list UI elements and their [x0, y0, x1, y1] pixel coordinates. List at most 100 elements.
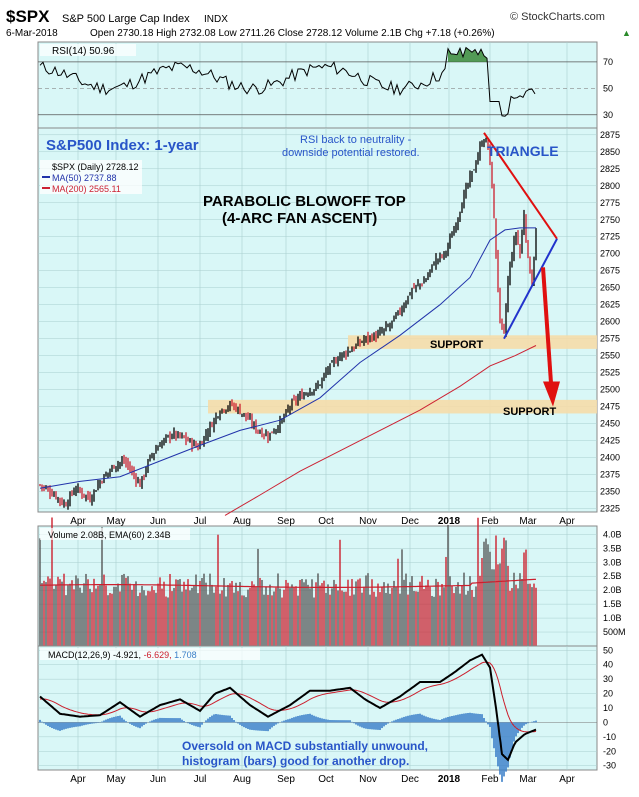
macd-histogram-bar: [475, 713, 477, 723]
macd-histogram-bar: [531, 721, 533, 723]
volume-bar: [249, 587, 251, 646]
macd-histogram-bar: [397, 719, 399, 723]
volume-bar: [211, 584, 213, 646]
volume-bar: [505, 540, 507, 646]
rsi-panel-background: [37, 41, 598, 129]
x-tick-label: Dec: [401, 774, 419, 785]
volume-bar: [483, 541, 485, 646]
macd-histogram-bar: [255, 722, 257, 731]
volume-bar: [353, 594, 355, 646]
volume-bar: [149, 591, 151, 646]
volume-bar: [137, 596, 139, 646]
macd-histogram-bar: [415, 714, 417, 723]
macd-histogram-bar: [131, 722, 133, 725]
date-label: 6-Mar-2018: [6, 28, 58, 39]
volume-bar: [175, 579, 177, 646]
volume-bar: [127, 576, 129, 646]
macd-histogram-bar: [169, 718, 171, 723]
volume-bar: [343, 591, 345, 646]
macd-histogram-bar: [507, 722, 509, 768]
volume-bar: [379, 592, 381, 646]
macd-histogram-bar: [399, 718, 401, 723]
macd-histogram-bar: [199, 722, 201, 728]
macd-histogram-bar: [505, 722, 507, 772]
annotation-triangle: TRIANGLE: [487, 143, 559, 159]
macd-legend-values: MACD(12,26,9) -4.921,: [48, 650, 141, 660]
macd-histogram-bar: [233, 720, 235, 723]
macd-histogram-bar: [101, 721, 103, 723]
volume-bar: [93, 578, 95, 646]
price-legend-box: [40, 160, 142, 194]
volume-bar: [109, 593, 111, 646]
macd-histogram-bar: [111, 717, 113, 723]
volume-bar: [87, 579, 89, 646]
volume-bar: [531, 587, 533, 646]
macd-histogram-bar: [267, 722, 269, 732]
macd-histogram-bar: [103, 720, 105, 723]
volume-bar: [183, 581, 185, 646]
volume-bar: [217, 534, 219, 646]
volume-bar: [431, 595, 433, 646]
volume-bar: [193, 586, 195, 646]
macd-histogram-bar: [437, 719, 439, 723]
volume-bar: [99, 585, 101, 646]
macd-histogram-bar: [253, 722, 255, 731]
volume-bar: [465, 594, 467, 646]
volume-bar: [377, 583, 379, 646]
annotation-title: S&P500 Index: 1-year: [46, 137, 199, 154]
macd-histogram-bar: [367, 722, 369, 729]
macd-histogram-bar: [93, 722, 95, 724]
macd-histogram-bar: [211, 715, 213, 723]
macd-histogram-bar: [223, 715, 225, 723]
y-tick-label: 2600: [600, 317, 620, 327]
macd-histogram-bar: [107, 718, 109, 723]
y-tick-label: 2400: [600, 453, 620, 463]
macd-histogram-bar: [165, 718, 167, 723]
macd-histogram-bar: [515, 722, 517, 737]
volume-bar: [435, 578, 437, 646]
volume-bar: [243, 595, 245, 646]
macd-histogram-bar: [499, 722, 501, 775]
volume-bar: [271, 595, 273, 646]
macd-histogram-bar: [509, 722, 511, 758]
macd-histogram-bar: [521, 722, 523, 728]
macd-histogram-bar: [479, 713, 481, 723]
volume-bar: [235, 582, 237, 646]
volume-tick-label: 1.0B: [603, 613, 622, 623]
volume-ema-line: [40, 578, 537, 588]
macd-histogram-bar: [63, 722, 65, 730]
volume-bar: [91, 592, 93, 646]
macd-histogram-bar: [217, 714, 219, 723]
macd-histogram-bar: [483, 718, 485, 723]
macd-histogram-bar: [319, 717, 321, 723]
macd-histogram-bar: [409, 715, 411, 723]
volume-bar: [255, 587, 257, 646]
macd-histogram-bar: [43, 722, 45, 724]
macd-histogram-bar: [51, 722, 53, 729]
x-tick-label: Aug: [233, 516, 251, 527]
volume-bar: [205, 582, 207, 646]
volume-bar: [289, 587, 291, 646]
volume-bar: [227, 584, 229, 646]
stats-line: Open 2730.18 High 2732.08 Low 2711.26 Cl…: [90, 28, 495, 39]
x-tick-label: Oct: [318, 516, 334, 527]
triangle-upper-line: [483, 132, 558, 240]
macd-histogram-bar: [457, 714, 459, 723]
volume-bar: [415, 591, 417, 646]
volume-bar: [445, 556, 447, 646]
macd-histogram-bar: [339, 720, 341, 723]
volume-bar: [141, 585, 143, 646]
volume-bar: [187, 579, 189, 646]
macd-histogram-bar: [393, 720, 395, 723]
macd-tick-label: -10: [603, 732, 616, 742]
volume-bar: [385, 592, 387, 646]
rsi-overbought-fill: [448, 47, 487, 62]
macd-histogram-bar: [113, 716, 115, 723]
macd-histogram-bar: [307, 714, 309, 723]
macd-histogram-bar: [183, 720, 185, 723]
annotation-parabolic-1: PARABOLIC BLOWOFF TOP: [203, 193, 406, 210]
volume-bar: [315, 582, 317, 646]
x-tick-label: Mar: [519, 516, 537, 527]
volume-bar: [161, 588, 163, 646]
macd-histogram-bar: [155, 719, 157, 723]
